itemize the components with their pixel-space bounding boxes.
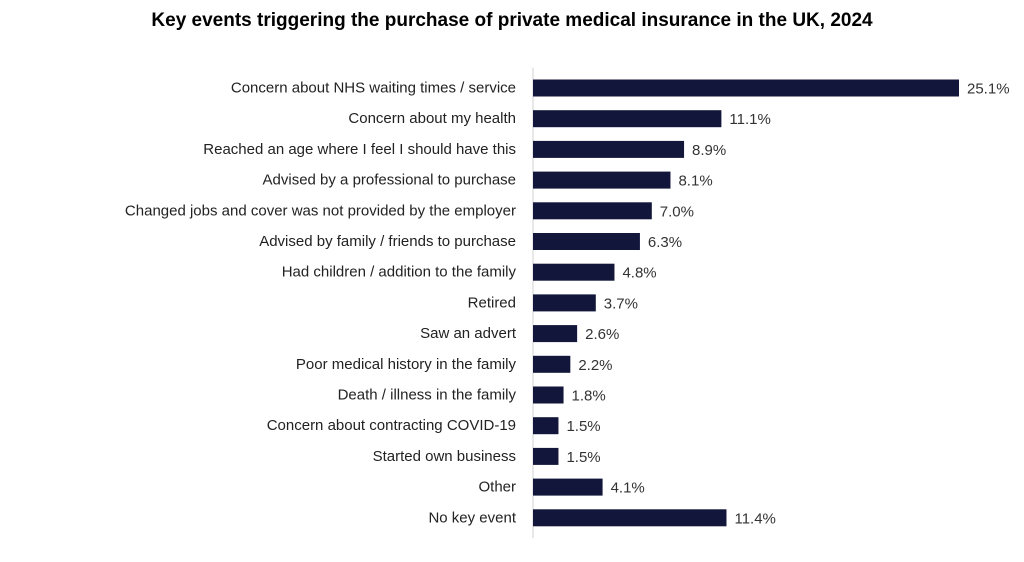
- bar: [533, 263, 615, 281]
- data-label: 2.2%: [578, 357, 612, 374]
- bar: [533, 79, 959, 97]
- bar: [533, 386, 564, 404]
- bar: [533, 478, 603, 496]
- data-label: 4.1%: [611, 480, 645, 497]
- category-label: Death / illness in the family: [338, 387, 517, 404]
- data-label: 2.6%: [585, 326, 619, 343]
- category-label: No key event: [428, 509, 516, 526]
- category-label: Poor medical history in the family: [296, 356, 517, 373]
- bar: [533, 110, 722, 128]
- data-label: 1.5%: [566, 449, 600, 466]
- bar: [533, 233, 640, 250]
- category-label: Advised by family / friends to purchase: [259, 233, 516, 250]
- data-label: 1.8%: [572, 388, 606, 405]
- data-label: 6.3%: [648, 234, 682, 251]
- category-label: Other: [478, 479, 516, 496]
- bar: [533, 509, 727, 527]
- data-label: 25.1%: [967, 81, 1010, 98]
- data-label: 4.8%: [622, 265, 656, 282]
- category-label: Saw an advert: [420, 325, 517, 342]
- data-label: 11.1%: [729, 111, 770, 128]
- category-label: Started own business: [373, 448, 516, 465]
- data-label: 8.9%: [692, 142, 726, 159]
- bar: [533, 447, 559, 465]
- category-label: Changed jobs and cover was not provided …: [125, 202, 516, 219]
- data-label: 11.4%: [734, 510, 775, 527]
- category-label: Concern about contracting COVID-19: [267, 417, 516, 434]
- data-label: 8.1%: [678, 173, 712, 190]
- category-label: Had children / addition to the family: [282, 264, 517, 281]
- data-label: 7.0%: [660, 203, 694, 220]
- bars-group: Concern about NHS waiting times / servic…: [125, 79, 1010, 527]
- bar: [533, 417, 559, 435]
- bar: [533, 294, 596, 312]
- category-label: Concern about NHS waiting times / servic…: [231, 80, 516, 97]
- bar: [533, 355, 571, 373]
- category-label: Concern about my health: [348, 110, 516, 127]
- chart-title: Key events triggering the purchase of pr…: [151, 10, 873, 31]
- bar: [533, 140, 685, 158]
- bar: [533, 325, 578, 343]
- data-label: 1.5%: [566, 418, 600, 435]
- bar: [533, 171, 671, 189]
- category-label: Advised by a professional to purchase: [263, 172, 516, 189]
- bar: [533, 202, 652, 220]
- category-label: Retired: [468, 294, 516, 311]
- category-label: Reached an age where I feel I should hav…: [203, 141, 516, 158]
- data-label: 3.7%: [604, 295, 638, 312]
